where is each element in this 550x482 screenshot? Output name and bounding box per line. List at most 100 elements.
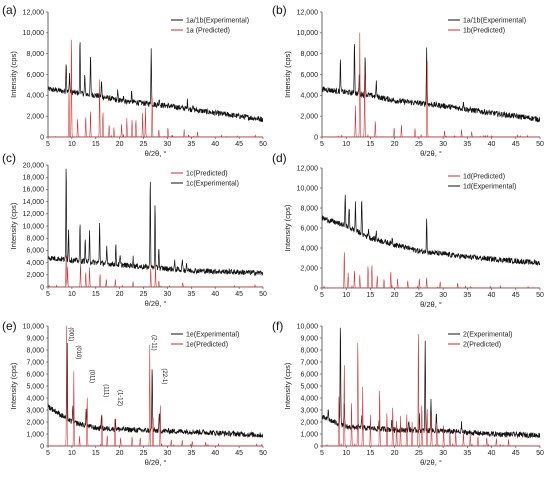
- x-tick-label: 15: [367, 141, 375, 148]
- peak-annotation: (011): [89, 370, 95, 384]
- legend-label: 1c(Experimental): [186, 181, 239, 188]
- y-tick-label: 4,000: [26, 93, 44, 100]
- x-tick-label: 35: [463, 450, 471, 457]
- x-tick-label: 20: [391, 141, 399, 148]
- x-tick-label: 40: [211, 450, 219, 457]
- x-tick-label: 45: [235, 450, 243, 457]
- series-line-predicted: [322, 252, 540, 288]
- chart-panel-2: (c) 0 2,000 4,000 6,000 8,000 10,000 12,000 14,0…: [2, 151, 267, 308]
- y-axis-label: Intensity (cps): [9, 362, 18, 409]
- x-tick-label: 40: [488, 292, 496, 299]
- y-tick-label: 9,000: [26, 335, 44, 342]
- legend-label: 1a/1b(Experimental): [186, 18, 249, 25]
- x-tick-label: 30: [439, 292, 447, 299]
- series-line-predicted: [322, 32, 540, 137]
- y-tick-label: 20,000: [23, 162, 45, 169]
- y-tick-label: 4,000: [300, 93, 318, 100]
- chart-panel-1: (b) 0 2,000 4,000 6,000 8,000 10,000 12,000 5 10 1…: [272, 3, 544, 158]
- y-tick-label: 8,000: [300, 205, 318, 212]
- x-tick-label: 25: [140, 291, 148, 298]
- y-tick-label: 2,000: [300, 113, 318, 120]
- x-tick-label: 40: [488, 141, 496, 148]
- peak-annotation: (22-1): [161, 368, 167, 384]
- x-axis-label: θ/2θ, °: [420, 458, 442, 467]
- y-tick-label: 10,000: [23, 223, 45, 230]
- y-axis-label: Intensity (cps): [283, 362, 292, 409]
- x-tick-label: 35: [463, 141, 471, 148]
- y-tick-label: 3,000: [300, 407, 318, 414]
- legend-label: 1c(Predicted): [186, 171, 228, 178]
- x-tick-label: 50: [536, 292, 544, 299]
- legend-label: 1e(Predicted): [186, 342, 228, 349]
- legend-label: 1e(Experimental): [186, 332, 239, 339]
- y-tick-label: 2,000: [26, 419, 44, 426]
- legend-label: 1a (Predicted): [186, 28, 230, 35]
- legend-label: 1b(Predicted): [463, 28, 505, 35]
- legend-label: 1a/1b(Experimental): [463, 18, 526, 25]
- y-tick-label: 6,000: [300, 72, 318, 79]
- y-tick-label: 4,000: [300, 245, 318, 252]
- x-tick-label: 15: [92, 141, 100, 148]
- series-line-predicted: [48, 39, 263, 137]
- x-tick-label: 15: [367, 292, 375, 299]
- y-tick-label: 8,000: [300, 51, 318, 58]
- y-tick-label: 6,000: [300, 225, 318, 232]
- y-tick-label: 16,000: [23, 187, 45, 194]
- x-tick-label: 45: [512, 292, 520, 299]
- series-line-experimental: [48, 42, 263, 122]
- x-tick-label: 35: [187, 141, 195, 148]
- x-tick-label: 10: [342, 292, 350, 299]
- panel-label: (e): [2, 319, 17, 333]
- x-tick-label: 10: [68, 450, 76, 457]
- x-tick-label: 10: [342, 450, 350, 457]
- series-line-predicted: [322, 333, 540, 446]
- y-tick-label: 10,000: [23, 30, 45, 37]
- x-tick-label: 10: [68, 141, 76, 148]
- panel-label: (f): [272, 319, 283, 333]
- x-tick-label: 40: [211, 141, 219, 148]
- x-axis-label: θ/2θ, °: [145, 149, 167, 158]
- y-tick-label: 8,000: [300, 347, 318, 354]
- peak-annotation: (001): [68, 327, 74, 341]
- legend-label: 2(Experimental): [463, 332, 512, 339]
- y-tick-label: 12,000: [23, 9, 45, 16]
- y-tick-label: 2,000: [26, 113, 44, 120]
- x-tick-label: 25: [415, 292, 423, 299]
- y-axis-label: Intensity (cps): [283, 204, 292, 251]
- series-line-experimental: [322, 194, 540, 266]
- y-tick-label: 1,000: [300, 431, 318, 438]
- x-tick-label: 5: [320, 292, 324, 299]
- y-tick-label: 6,000: [300, 371, 318, 378]
- y-axis-label: Intensity (cps): [9, 202, 18, 249]
- x-tick-label: 25: [415, 141, 423, 148]
- y-tick-label: 6,000: [26, 248, 44, 255]
- y-tick-label: 2,000: [26, 272, 44, 279]
- chart-panel-3: (d) 0 2,000 4,000 6,000 8,000 10,000 12,000 5 10 1…: [272, 151, 544, 309]
- x-tick-label: 25: [140, 450, 148, 457]
- x-tick-label: 5: [46, 291, 50, 298]
- x-axis-label: θ/2θ, °: [420, 149, 442, 158]
- series-line-predicted: [48, 325, 263, 446]
- x-tick-label: 15: [92, 291, 100, 298]
- panel-label: (b): [272, 3, 287, 17]
- y-tick-label: 6,000: [26, 371, 44, 378]
- y-axis-label: Intensity (cps): [9, 51, 18, 98]
- series-line-predicted: [48, 255, 263, 287]
- x-tick-label: 5: [46, 450, 50, 457]
- x-tick-label: 30: [439, 450, 447, 457]
- y-tick-label: 0: [314, 443, 318, 450]
- y-tick-label: 8,000: [26, 51, 44, 58]
- y-tick-label: 12,000: [23, 211, 45, 218]
- x-tick-label: 20: [391, 450, 399, 457]
- x-tick-label: 45: [235, 291, 243, 298]
- y-tick-label: 12,000: [297, 9, 319, 16]
- panel-label: (c): [2, 151, 16, 165]
- panel-label: (d): [272, 151, 287, 165]
- x-tick-label: 40: [488, 450, 496, 457]
- x-tick-label: 30: [439, 141, 447, 148]
- x-tick-label: 50: [536, 141, 544, 148]
- x-tick-label: 5: [320, 141, 324, 148]
- series-line-experimental: [322, 44, 540, 123]
- x-tick-label: 20: [116, 291, 124, 298]
- y-tick-label: 9,000: [300, 335, 318, 342]
